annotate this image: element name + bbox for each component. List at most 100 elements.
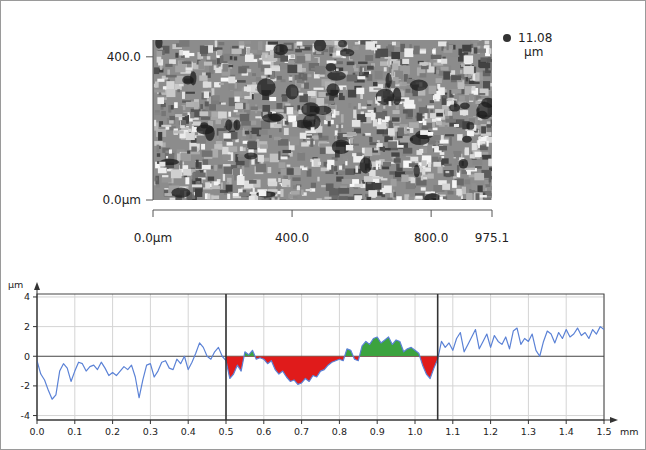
surface-highlight	[428, 132, 434, 136]
cursor-line	[437, 294, 439, 420]
x-tick-label: 0.9	[370, 426, 385, 437]
surface-texture	[347, 132, 356, 136]
y-grid-line	[37, 326, 604, 327]
surface-texture	[215, 120, 220, 124]
figure: 0.0µm400.00.0µm400.0800.0975.111.08µm0.0…	[0, 0, 646, 450]
surface-texture	[467, 131, 474, 136]
surface-pit	[460, 103, 470, 110]
surface-highlight	[480, 142, 486, 144]
surface-texture	[346, 127, 354, 131]
surface-texture	[484, 41, 489, 45]
surface-texture	[291, 54, 295, 58]
surface-texture	[204, 62, 212, 66]
surface-texture	[211, 96, 219, 104]
x-tick	[150, 420, 151, 424]
surface-texture	[442, 96, 447, 105]
peak-area-group	[226, 337, 438, 356]
surface-texture	[258, 41, 262, 50]
surface-texture	[460, 110, 468, 115]
x-grid-line	[452, 294, 453, 420]
surface-texture	[318, 92, 325, 97]
surface-texture	[194, 99, 199, 102]
surface-highlight	[311, 127, 315, 132]
surface-texture	[169, 149, 172, 153]
surface-texture	[255, 55, 262, 58]
plot-frame	[37, 294, 604, 420]
surface-texture	[413, 91, 418, 96]
surface-texture	[301, 190, 303, 195]
surface-texture	[430, 110, 433, 113]
surface-texture	[392, 117, 400, 122]
surface-texture	[384, 185, 392, 192]
x-grid-line	[112, 294, 113, 420]
surface-texture	[383, 162, 391, 166]
surface-texture	[196, 160, 199, 167]
surface-texture	[157, 51, 163, 56]
surface-texture	[251, 106, 258, 110]
peak-area	[226, 337, 438, 356]
surface-texture	[354, 68, 359, 71]
surface-highlight	[300, 133, 307, 139]
surface-texture	[358, 62, 367, 64]
z-unit-label: µm	[524, 45, 543, 59]
surface-texture	[237, 176, 245, 185]
x-tick	[263, 420, 264, 424]
surface-highlight	[299, 93, 304, 96]
x-axis-arrow	[610, 417, 618, 423]
plot-area	[37, 294, 604, 420]
surface-texture	[179, 40, 189, 47]
surface-texture	[373, 88, 380, 90]
surface-texture	[260, 144, 268, 148]
surface-texture	[319, 75, 325, 77]
x-tick-label: 0.0	[29, 426, 44, 437]
surface-texture	[373, 183, 382, 190]
surface-texture	[340, 186, 347, 188]
surface-texture	[392, 42, 396, 46]
surface-texture	[161, 125, 171, 127]
x-tick	[112, 420, 113, 424]
surface-texture	[342, 179, 353, 184]
surface-texture	[398, 128, 404, 136]
surface-texture	[194, 101, 199, 110]
surface-texture	[287, 107, 294, 114]
surface-texture	[242, 66, 249, 68]
surface-texture	[431, 55, 442, 59]
surface-highlight	[376, 163, 379, 169]
surface-texture	[182, 51, 190, 58]
surface-texture	[195, 188, 202, 197]
x-tick	[339, 420, 340, 424]
surface-texture	[293, 167, 301, 175]
surface-texture	[342, 164, 344, 169]
surface-texture	[389, 68, 391, 73]
y-tick-label: 0	[24, 351, 30, 362]
surface-texture	[457, 165, 459, 173]
x-tick	[74, 420, 75, 424]
surface-x-tick-label: 0.0µm	[134, 231, 172, 245]
x-tick-label: 1.3	[521, 426, 536, 437]
surface-texture	[155, 110, 160, 113]
surface-highlight	[416, 150, 422, 155]
surface-texture	[166, 156, 168, 158]
surface-texture	[448, 191, 454, 195]
surface-texture	[400, 59, 408, 65]
surface-texture	[345, 168, 355, 174]
surface-highlight	[356, 88, 364, 94]
surface-texture	[202, 151, 213, 157]
surface-texture	[469, 81, 474, 84]
surface-pit	[190, 71, 196, 85]
surface-texture	[208, 177, 214, 181]
surface-texture	[183, 169, 191, 176]
surface-texture	[224, 134, 232, 142]
surface-y-tick	[146, 200, 153, 201]
surface-texture	[405, 126, 407, 134]
surface-texture	[199, 75, 207, 80]
surface-texture	[453, 151, 461, 157]
surface-highlight	[361, 111, 364, 114]
figure-border	[1, 1, 646, 450]
surface-texture	[442, 184, 450, 190]
surface-texture	[205, 101, 209, 106]
surface-texture	[387, 198, 392, 200]
surface-texture	[339, 196, 348, 200]
surface-texture	[401, 174, 408, 182]
surface-texture	[414, 46, 420, 55]
